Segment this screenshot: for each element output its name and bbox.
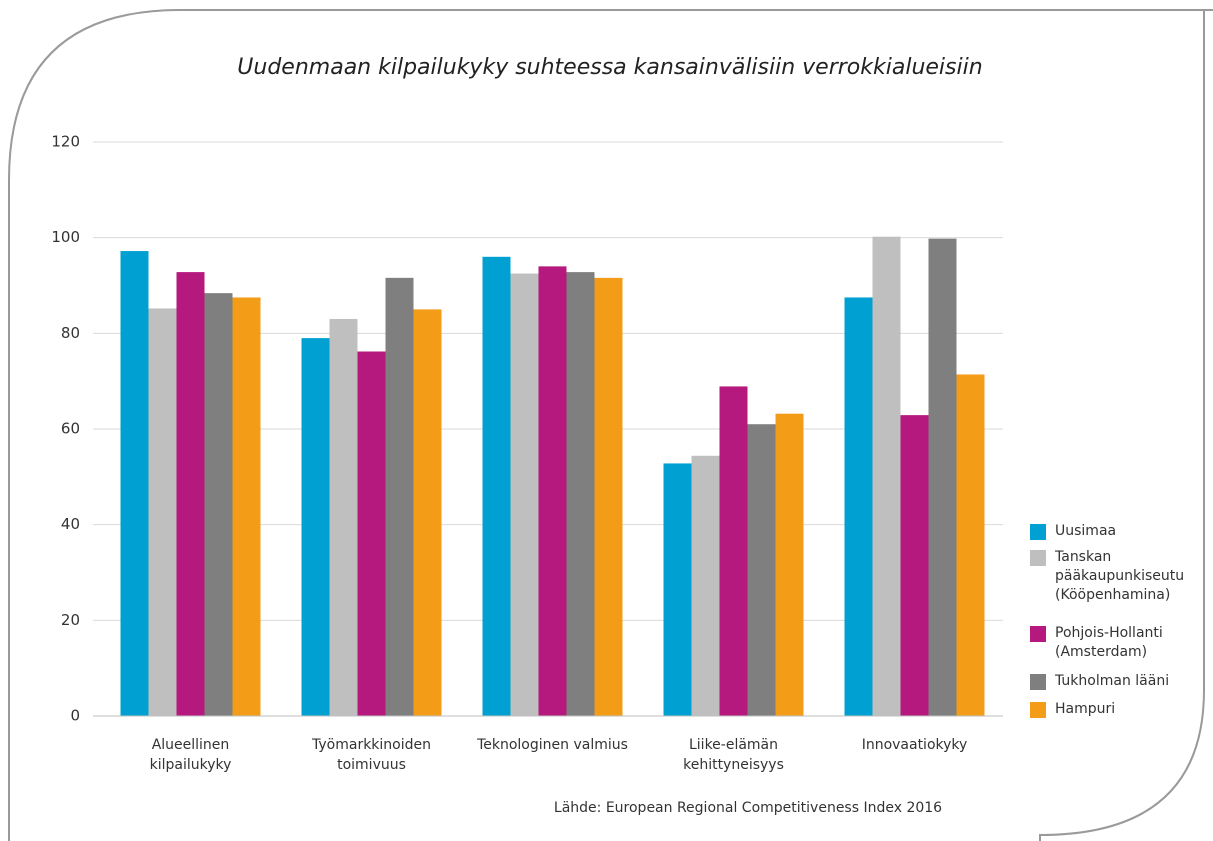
bar	[232, 297, 261, 716]
bar	[691, 455, 720, 716]
y-tick-label: 0	[70, 707, 80, 725]
legend-swatch	[1030, 702, 1046, 718]
bar	[872, 236, 901, 716]
y-tick-label: 100	[51, 228, 80, 246]
legend-label: Tukholman lääni	[1055, 673, 1170, 689]
x-tick-label: Alueellinen kilpailukyky	[149, 737, 232, 773]
legend-swatch	[1030, 626, 1046, 642]
y-tick-label: 40	[61, 515, 80, 533]
x-tick-label: Liike-elämän kehittyneisyys	[683, 737, 784, 773]
legend-label: Tanskan pääkaupunkiseutu (Kööpenhamina)	[1055, 549, 1185, 603]
bar	[956, 374, 985, 716]
x-tick-label: Teknologinen valmius	[477, 737, 628, 753]
y-tick-label: 20	[61, 611, 80, 629]
bar	[482, 256, 511, 716]
bar	[928, 238, 957, 716]
y-tick-label: 120	[51, 133, 80, 151]
bar	[510, 273, 539, 716]
bar	[594, 277, 623, 716]
source-note: Lähde: European Regional Competitiveness…	[554, 800, 942, 816]
bar	[775, 413, 804, 716]
bar	[301, 338, 330, 716]
bar	[719, 386, 748, 716]
legend-swatch	[1030, 550, 1046, 566]
bar	[538, 266, 567, 716]
bar	[844, 297, 873, 716]
bar	[900, 415, 929, 716]
bar	[663, 463, 692, 716]
bar	[566, 272, 595, 716]
frame	[8, 9, 1213, 841]
legend-label: Hampuri	[1055, 701, 1116, 717]
x-tick-label: Innovaatiokyky	[861, 737, 968, 753]
legend-label: Pohjois-Hollanti (Amsterdam)	[1055, 625, 1163, 660]
bar	[148, 308, 177, 716]
bar	[357, 351, 386, 716]
legend-swatch	[1030, 674, 1046, 690]
bar	[204, 293, 233, 716]
bar	[385, 277, 414, 716]
bar	[747, 424, 776, 716]
y-tick-label: 80	[61, 324, 80, 342]
legend-swatch	[1030, 524, 1046, 540]
chart-title: Uudenmaan kilpailukyky suhteessa kansain…	[237, 55, 982, 80]
bar	[120, 251, 149, 716]
x-tick-label: Työmarkkinoiden toimivuus	[312, 737, 431, 773]
y-tick-label: 60	[61, 420, 80, 438]
bar	[413, 309, 442, 716]
legend-label: Uusimaa	[1055, 523, 1117, 539]
bar	[176, 272, 205, 716]
bar	[329, 318, 358, 716]
